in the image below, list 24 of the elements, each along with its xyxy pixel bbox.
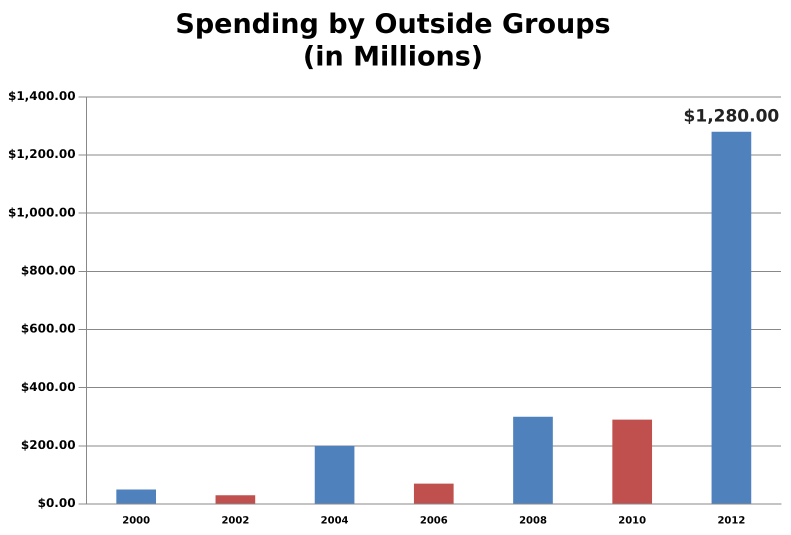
y-tick-label: $0.00 <box>38 496 76 510</box>
y-tick-label: $600.00 <box>20 322 76 336</box>
y-tick-label: $400.00 <box>20 380 76 394</box>
x-tick-label: 2004 <box>320 516 349 527</box>
bar <box>116 489 156 504</box>
x-tick-label: 2008 <box>519 516 547 527</box>
chart-title: Spending by Outside Groups (in Millions) <box>175 9 611 73</box>
y-tick-label: $800.00 <box>20 263 76 278</box>
bar <box>712 132 752 504</box>
y-tick-label: $1,400.00 <box>8 88 76 103</box>
bar <box>314 446 354 504</box>
x-tick-label: 2010 <box>618 516 646 527</box>
x-tick-label: 2000 <box>122 516 150 527</box>
bar <box>513 416 553 504</box>
x-tick-label: 2002 <box>221 516 250 527</box>
data-label: $1,280.00 <box>684 106 780 127</box>
x-tick-label: 2006 <box>420 516 448 527</box>
bar <box>216 495 256 504</box>
x-tick-label: 2012 <box>717 516 746 527</box>
bar <box>414 484 454 504</box>
bar <box>612 420 652 504</box>
y-tick-label: $1,200.00 <box>8 147 76 162</box>
y-tick-label: $200.00 <box>20 438 76 452</box>
y-tick-label: $1,000.00 <box>8 205 76 220</box>
